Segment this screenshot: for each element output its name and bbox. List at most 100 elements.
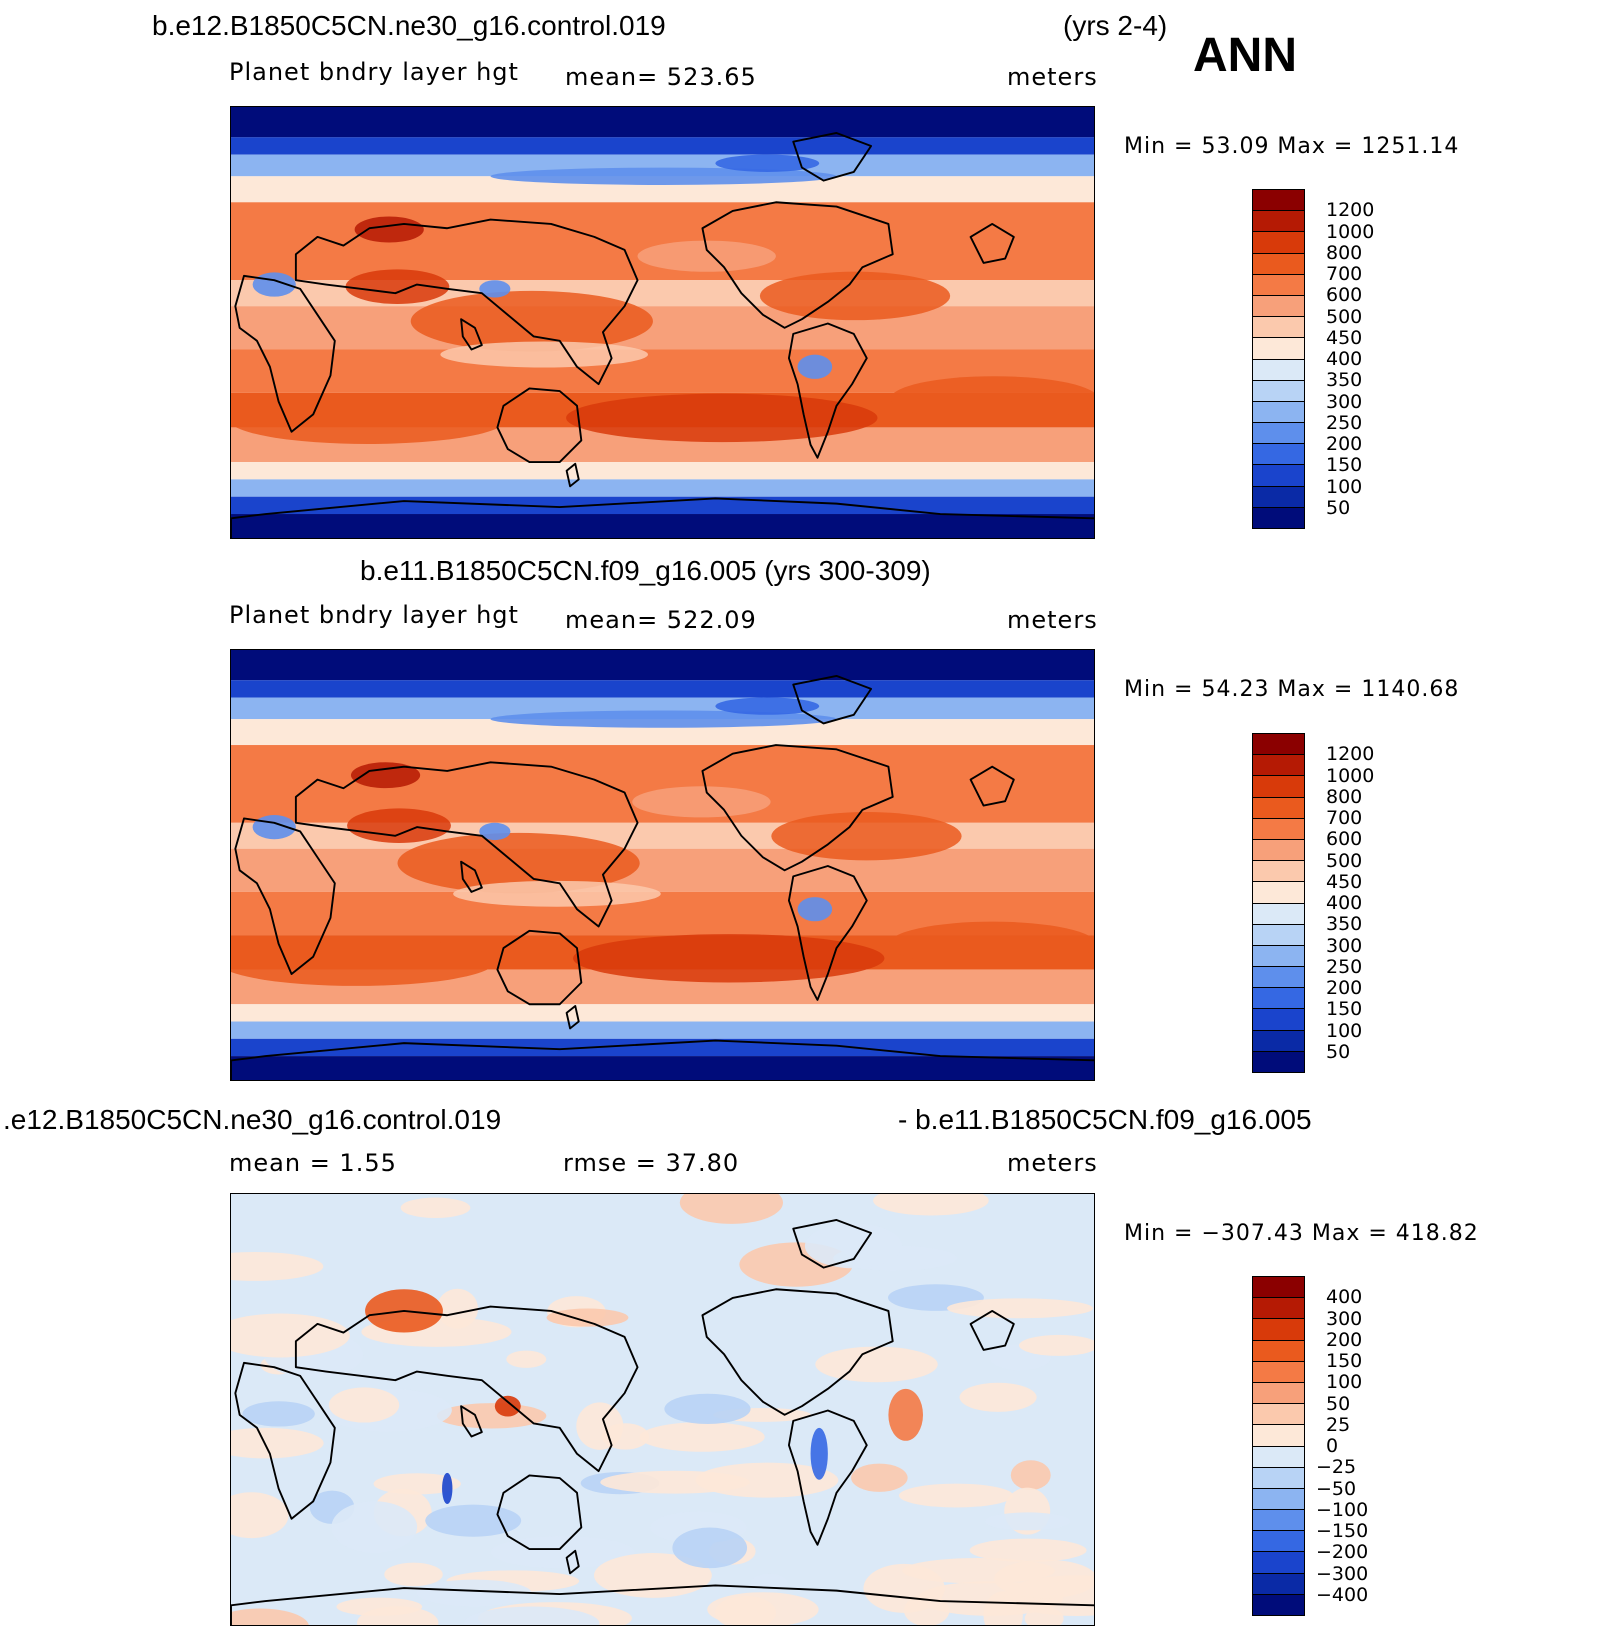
field-blob bbox=[715, 697, 820, 715]
colorbar-label: 800 bbox=[1326, 241, 1363, 264]
coastline bbox=[701, 1288, 894, 1416]
field-blob bbox=[490, 710, 837, 728]
colorbar-label: −150 bbox=[1316, 1520, 1369, 1542]
field-blob bbox=[328, 1387, 400, 1423]
colorbar-swatch bbox=[1253, 232, 1304, 254]
colorbar-swatch bbox=[1253, 988, 1304, 1010]
colorbar-swatch bbox=[1253, 734, 1304, 756]
colorbar-label: 50 bbox=[1326, 1040, 1351, 1063]
coastline bbox=[496, 1474, 583, 1551]
colorbar-swatch bbox=[1253, 945, 1304, 968]
panel3-units: meters bbox=[1007, 1149, 1098, 1177]
panel2-map bbox=[230, 649, 1095, 1081]
field-blob bbox=[440, 341, 648, 368]
colorbar-swatch bbox=[1253, 253, 1304, 275]
coastline bbox=[792, 1219, 873, 1269]
field-blob bbox=[898, 1483, 1014, 1508]
field-band bbox=[231, 1004, 1094, 1022]
field-blob bbox=[345, 269, 450, 305]
colorbar-label: 150 bbox=[1326, 998, 1363, 1021]
colorbar-swatch bbox=[1253, 1573, 1304, 1595]
coastline bbox=[294, 218, 639, 386]
colorbar-label: 1000 bbox=[1326, 220, 1375, 243]
coastlines bbox=[231, 674, 1094, 1080]
colorbar-swatch bbox=[1253, 903, 1304, 925]
coastline bbox=[460, 860, 483, 893]
coastline bbox=[496, 929, 583, 1006]
colorbar-label: −300 bbox=[1316, 1562, 1369, 1585]
panel2-mean: mean= 522.09 bbox=[565, 606, 757, 634]
field-blob bbox=[373, 1473, 461, 1495]
field-blob bbox=[416, 1579, 532, 1607]
colorbar-label: 800 bbox=[1326, 785, 1363, 808]
field-blob bbox=[546, 1308, 629, 1327]
colorbar-swatch bbox=[1253, 317, 1304, 339]
colorbar-swatch bbox=[1253, 507, 1304, 528]
field-band bbox=[231, 306, 1094, 350]
colorbar-swatch bbox=[1253, 924, 1304, 946]
colorbar-swatch bbox=[1253, 1425, 1304, 1447]
field-blob bbox=[573, 934, 885, 983]
coastline bbox=[969, 1309, 1015, 1351]
colorbar-label: 200 bbox=[1326, 977, 1363, 999]
field-blob bbox=[639, 1422, 765, 1452]
field-blob bbox=[810, 1427, 828, 1480]
coastline bbox=[787, 865, 868, 1001]
field-band bbox=[231, 697, 1094, 720]
panel1-colorbar bbox=[1252, 189, 1305, 529]
field-blob bbox=[566, 393, 878, 443]
coastline bbox=[231, 1584, 1094, 1625]
colorbar-label: 400 bbox=[1326, 348, 1363, 370]
field-blob bbox=[453, 880, 661, 907]
colorbar-label: 50 bbox=[1326, 496, 1351, 519]
coastline bbox=[231, 497, 1094, 538]
colorbar-swatch bbox=[1253, 295, 1304, 318]
field-blob bbox=[354, 216, 424, 243]
field-blob bbox=[903, 1594, 950, 1625]
panel1-minmax: Min = 53.09 Max = 1251.14 bbox=[1124, 134, 1460, 159]
field-blob bbox=[436, 1403, 547, 1429]
field-blob bbox=[890, 376, 1094, 422]
colorbar-label: 50 bbox=[1326, 1392, 1351, 1415]
field-blob bbox=[331, 1501, 418, 1553]
panel1-map-svg bbox=[231, 107, 1094, 538]
field-blob bbox=[873, 1194, 989, 1216]
field-blob bbox=[479, 822, 511, 841]
colorbar-label: 200 bbox=[1326, 1328, 1363, 1351]
panel1-map bbox=[230, 106, 1095, 539]
panel2-title: b.e11.B1850C5CN.f09_g16.005 (yrs 300-309… bbox=[360, 555, 931, 586]
field-blob bbox=[797, 897, 833, 922]
field-blob bbox=[436, 1288, 479, 1329]
colorbar-swatch bbox=[1253, 274, 1304, 296]
colorbar-swatch bbox=[1253, 818, 1304, 840]
coastline bbox=[231, 1039, 1094, 1080]
field-blob bbox=[771, 811, 962, 861]
colorbar-label: 450 bbox=[1326, 326, 1363, 349]
field-band bbox=[231, 496, 1094, 515]
field-band bbox=[231, 202, 1094, 281]
coastline bbox=[234, 817, 336, 975]
field-blob bbox=[494, 1395, 521, 1417]
field-blob bbox=[797, 354, 833, 379]
field-blob bbox=[231, 1492, 289, 1539]
field-band bbox=[231, 462, 1094, 480]
coastline bbox=[969, 765, 1015, 807]
colorbar-label: 300 bbox=[1326, 934, 1363, 957]
field-blob bbox=[664, 1393, 751, 1424]
field-blob bbox=[1010, 1460, 1051, 1491]
field-layer bbox=[231, 1194, 1094, 1625]
colorbar-label: 0 bbox=[1326, 1435, 1339, 1457]
coastline bbox=[460, 1405, 483, 1438]
panel3-minmax: Min = −307.43 Max = 418.82 bbox=[1124, 1221, 1479, 1246]
field-band bbox=[231, 479, 1094, 497]
coastline bbox=[701, 201, 894, 329]
coastline bbox=[787, 1409, 868, 1546]
colorbar-swatch bbox=[1253, 776, 1304, 798]
panel2-variable: Planet bndry layer hgt bbox=[229, 601, 519, 629]
colorbar-swatch bbox=[1253, 465, 1304, 487]
field-blob bbox=[707, 1592, 819, 1625]
field-blob bbox=[750, 1573, 789, 1593]
colorbar-swatch bbox=[1253, 861, 1304, 883]
field-blob bbox=[397, 832, 640, 894]
colorbar-swatch bbox=[1253, 1051, 1304, 1072]
